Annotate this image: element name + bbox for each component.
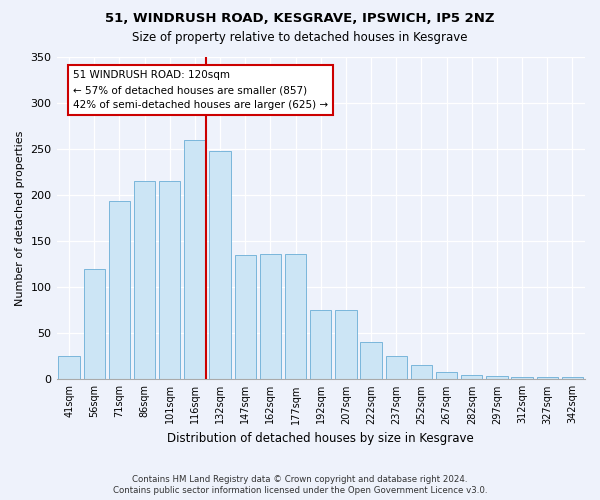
Bar — [184, 140, 206, 380]
Bar — [511, 376, 533, 380]
Y-axis label: Number of detached properties: Number of detached properties — [15, 130, 25, 306]
Text: Contains HM Land Registry data © Crown copyright and database right 2024.: Contains HM Land Registry data © Crown c… — [132, 475, 468, 484]
Bar — [209, 150, 231, 380]
Bar — [335, 310, 356, 380]
Bar — [235, 255, 256, 380]
Bar — [58, 356, 80, 380]
Text: 51 WINDRUSH ROAD: 120sqm
← 57% of detached houses are smaller (857)
42% of semi-: 51 WINDRUSH ROAD: 120sqm ← 57% of detach… — [73, 70, 328, 110]
Bar — [134, 181, 155, 380]
Bar — [411, 366, 432, 380]
Bar — [310, 310, 331, 380]
Bar — [486, 376, 508, 380]
Bar — [562, 378, 583, 380]
Bar — [260, 254, 281, 380]
Bar — [109, 202, 130, 380]
Bar — [83, 268, 105, 380]
Text: Size of property relative to detached houses in Kesgrave: Size of property relative to detached ho… — [132, 31, 468, 44]
Bar — [159, 181, 181, 380]
Text: 51, WINDRUSH ROAD, KESGRAVE, IPSWICH, IP5 2NZ: 51, WINDRUSH ROAD, KESGRAVE, IPSWICH, IP… — [105, 12, 495, 26]
Bar — [436, 372, 457, 380]
Bar — [386, 356, 407, 380]
Text: Contains public sector information licensed under the Open Government Licence v3: Contains public sector information licen… — [113, 486, 487, 495]
Bar — [461, 374, 482, 380]
Bar — [536, 378, 558, 380]
Bar — [285, 254, 307, 380]
Bar — [361, 342, 382, 380]
X-axis label: Distribution of detached houses by size in Kesgrave: Distribution of detached houses by size … — [167, 432, 474, 445]
